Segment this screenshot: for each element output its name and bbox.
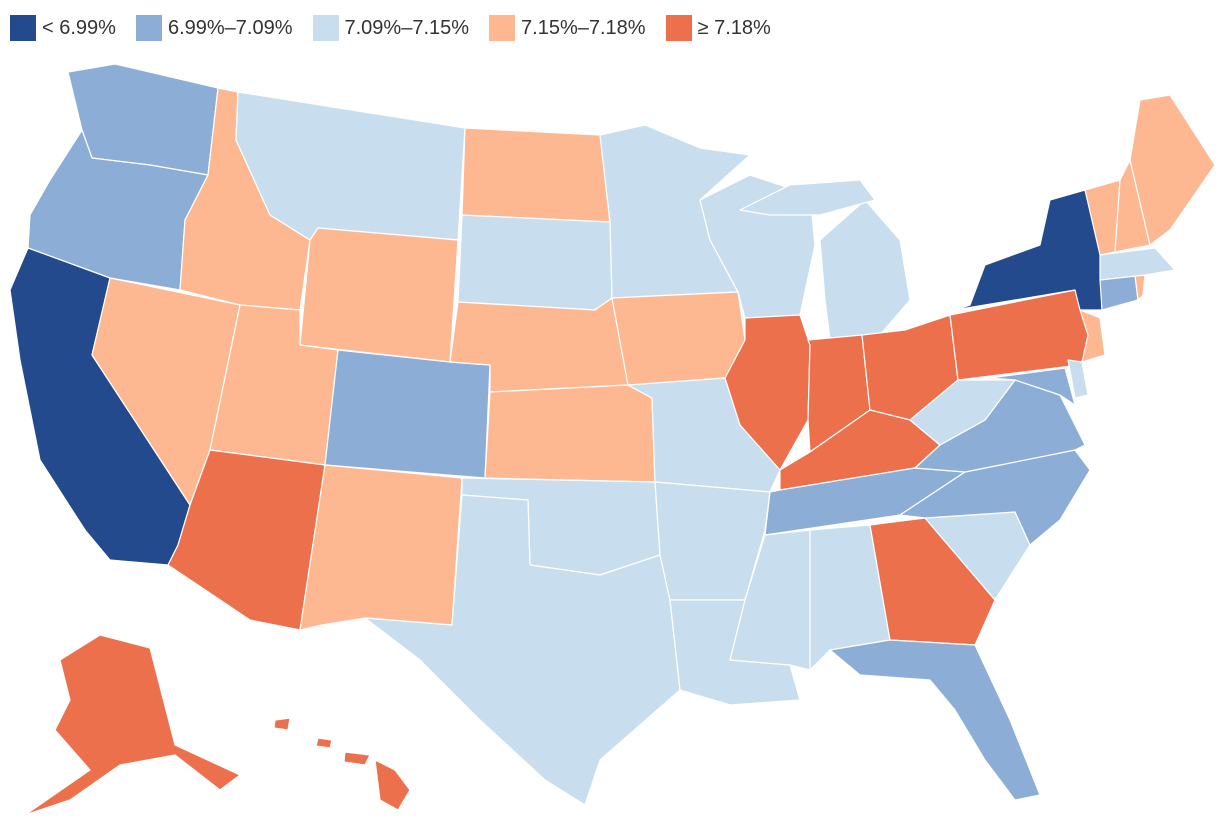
- legend: < 6.99% 6.99%–7.09% 7.09%–7.15% 7.15%–7.…: [10, 12, 791, 44]
- state-nd[interactable]: [461, 127, 611, 223]
- state-ny[interactable]: [954, 189, 1103, 311]
- state-ma[interactable]: [1099, 247, 1176, 281]
- state-hi[interactable]: [374, 759, 411, 811]
- legend-label: ≥ 7.18%: [697, 16, 771, 39]
- state-mi[interactable]: [819, 199, 911, 341]
- legend-item: ≥ 7.18%: [665, 15, 771, 41]
- state-co[interactable]: [324, 349, 491, 479]
- legend-label: 7.09%–7.15%: [344, 16, 470, 39]
- state-hi-islands[interactable]: [273, 717, 371, 766]
- state-ks[interactable]: [484, 384, 656, 483]
- legend-swatch: [10, 15, 36, 41]
- legend-item: < 6.99%: [10, 15, 116, 41]
- state-mi-up[interactable]: [739, 179, 876, 216]
- state-ga[interactable]: [869, 517, 996, 646]
- legend-label: 6.99%–7.09%: [167, 16, 293, 39]
- legend-item: 7.15%–7.18%: [489, 15, 646, 41]
- legend-label: 7.15%–7.18%: [521, 16, 646, 39]
- legend-swatch: [665, 15, 692, 41]
- state-ak[interactable]: [24, 634, 241, 816]
- state-md[interactable]: [989, 367, 1076, 406]
- state-ia[interactable]: [611, 291, 746, 386]
- state-me[interactable]: [1129, 94, 1216, 246]
- state-de[interactable]: [1067, 359, 1089, 399]
- legend-label: < 6.99%: [42, 16, 116, 39]
- state-fl[interactable]: [829, 639, 1041, 801]
- state-nj[interactable]: [1079, 309, 1106, 363]
- legend-item: 6.99%–7.09%: [135, 15, 293, 41]
- legend-swatch: [489, 15, 516, 41]
- legend-swatch: [312, 15, 339, 41]
- state-tx[interactable]: [364, 494, 681, 806]
- state-sd[interactable]: [457, 214, 613, 311]
- legend-item: 7.09%–7.15%: [312, 15, 470, 41]
- state-wy[interactable]: [299, 227, 459, 363]
- legend-swatch: [135, 15, 162, 41]
- state-nm[interactable]: [299, 464, 463, 631]
- state-ct[interactable]: [1099, 274, 1139, 311]
